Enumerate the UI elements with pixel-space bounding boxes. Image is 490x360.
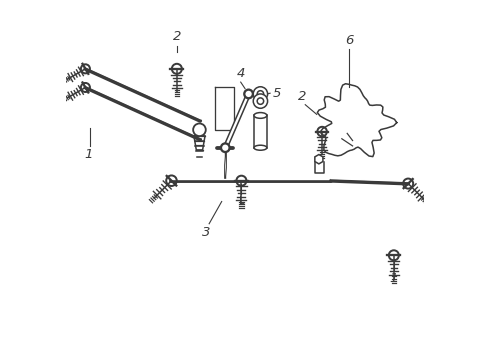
Circle shape (253, 87, 268, 101)
Circle shape (257, 91, 264, 97)
Circle shape (245, 90, 253, 98)
Text: 2: 2 (298, 90, 307, 103)
Circle shape (221, 143, 230, 152)
Text: 2: 2 (172, 30, 181, 42)
Circle shape (257, 98, 264, 104)
Ellipse shape (254, 145, 267, 150)
Ellipse shape (254, 113, 267, 118)
Text: 3: 3 (202, 226, 211, 239)
Text: L: L (239, 196, 244, 206)
Text: 1: 1 (390, 272, 398, 285)
Polygon shape (318, 84, 397, 157)
Circle shape (253, 94, 268, 108)
Text: 5: 5 (272, 87, 281, 100)
Text: 4: 4 (237, 67, 245, 80)
Bar (254, 116, 267, 148)
Circle shape (193, 123, 206, 136)
Text: 1: 1 (84, 148, 93, 161)
Text: 6: 6 (345, 34, 353, 47)
